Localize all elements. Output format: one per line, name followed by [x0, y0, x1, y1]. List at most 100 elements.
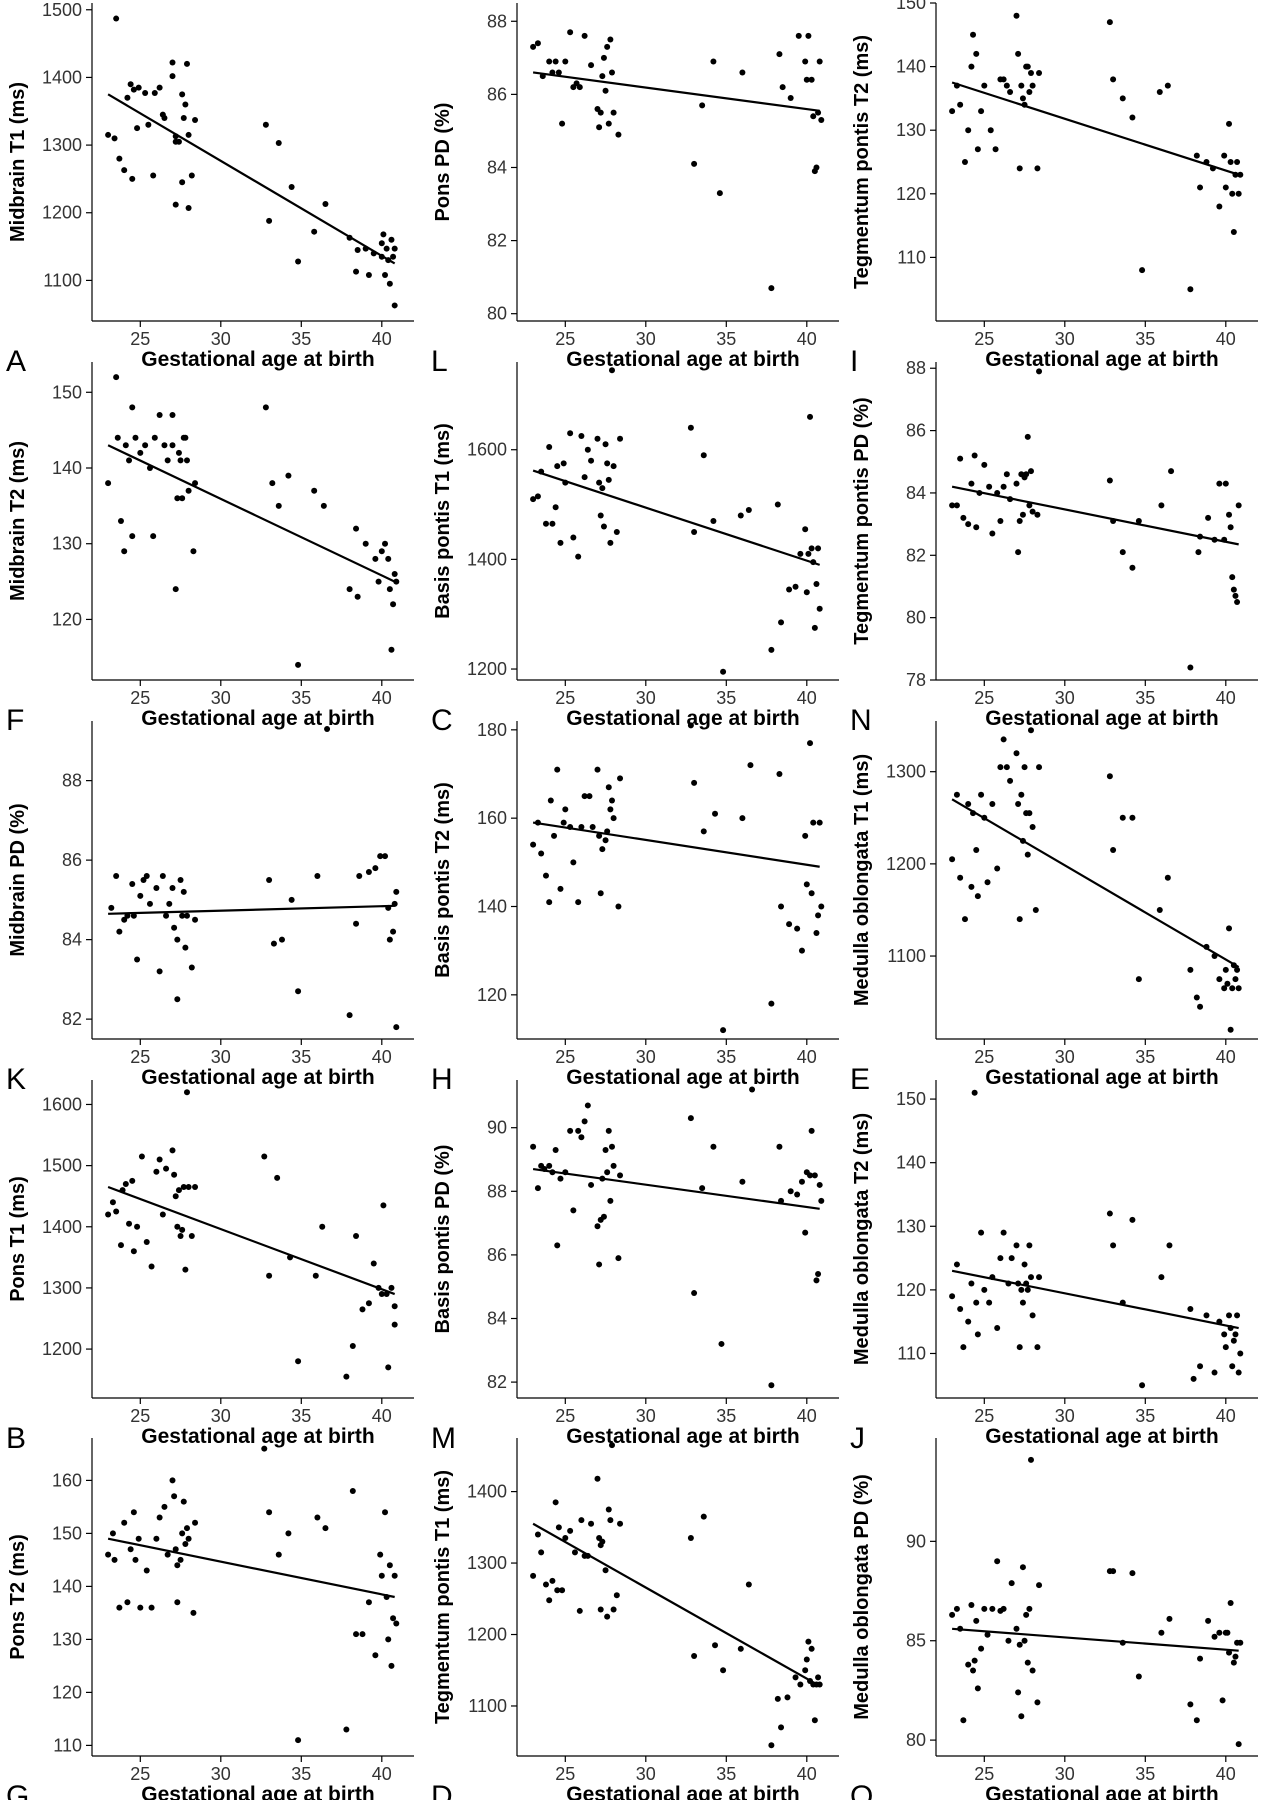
x-tick-label: 30	[636, 1406, 656, 1426]
data-point	[1036, 368, 1043, 375]
data-point	[720, 1667, 727, 1674]
data-point	[811, 1717, 818, 1724]
x-tick-label: 40	[372, 1406, 392, 1426]
data-point	[359, 1631, 366, 1638]
data-point	[805, 32, 812, 39]
data-point	[1003, 764, 1010, 771]
data-point	[970, 1667, 977, 1674]
data-point	[1187, 286, 1194, 293]
data-point	[1110, 76, 1117, 83]
data-point	[968, 1280, 975, 1287]
data-point	[555, 69, 562, 76]
data-point	[1000, 736, 1007, 743]
y-tick-label: 120	[477, 985, 507, 1005]
data-point	[132, 1556, 139, 1563]
data-point	[965, 521, 972, 528]
data-point	[1021, 1637, 1028, 1644]
data-point	[949, 1611, 956, 1618]
data-point	[185, 1535, 192, 1542]
data-point	[971, 452, 978, 459]
data-point	[794, 925, 801, 932]
x-axis-title: Gestational age at birth	[566, 1425, 799, 1448]
data-point	[1110, 847, 1117, 854]
x-tick-label: 35	[1135, 1047, 1155, 1067]
panel-letter: K	[6, 1063, 26, 1096]
data-point	[605, 1127, 612, 1134]
y-axis-title: Pons T2 (ms)	[7, 1534, 29, 1660]
data-point	[571, 1549, 578, 1556]
x-tick-label: 25	[130, 688, 150, 708]
data-point	[594, 766, 601, 773]
data-point	[1016, 916, 1023, 923]
panel-letter: L	[431, 345, 448, 378]
data-point	[802, 526, 809, 533]
regression-line	[951, 81, 1240, 176]
data-point	[393, 578, 400, 585]
data-point	[161, 442, 168, 449]
data-point	[608, 797, 615, 804]
data-point	[143, 1567, 150, 1574]
data-point	[803, 1656, 810, 1663]
data-point	[1029, 508, 1036, 515]
data-point	[138, 1153, 145, 1160]
data-point	[808, 76, 815, 83]
regression-line	[532, 469, 821, 566]
data-point	[949, 1293, 956, 1300]
data-point	[813, 930, 820, 936]
data-point	[961, 159, 968, 165]
data-point	[586, 793, 593, 800]
data-point	[776, 51, 783, 58]
x-axis-title: Gestational age at birth	[985, 1066, 1218, 1089]
regression-line	[951, 798, 1240, 969]
panel-o: 25 30 35 40 80 85 90 Medulla oblongata PD (%) Ge…	[850, 1438, 1258, 1800]
data-point	[262, 121, 269, 128]
x-tick-label: 35	[716, 1406, 736, 1426]
y-tick-label: 88	[62, 771, 82, 791]
y-tick-label: 140	[477, 897, 507, 917]
data-point	[984, 1631, 991, 1638]
y-tick-label: 130	[896, 120, 926, 140]
data-point	[1227, 524, 1234, 531]
data-point	[1106, 1210, 1113, 1217]
data-point	[324, 725, 331, 732]
data-point	[700, 1513, 707, 1520]
data-point	[386, 936, 393, 943]
data-point	[390, 1615, 397, 1622]
data-point	[175, 138, 182, 145]
data-point	[557, 1175, 564, 1182]
data-point	[718, 1340, 725, 1347]
data-point	[1222, 966, 1229, 973]
data-point	[971, 1657, 978, 1664]
data-point	[1211, 1633, 1218, 1640]
data-point	[122, 442, 129, 449]
data-point	[797, 1681, 804, 1688]
data-point	[275, 502, 282, 509]
panel-g: 25 30 35 40 110 120 130 140 150 160 Pons T2 (ms) Ge…	[6, 1438, 414, 1800]
data-point	[1106, 19, 1113, 26]
data-point	[600, 1213, 607, 1220]
data-point	[1195, 549, 1202, 556]
data-point	[386, 1562, 393, 1569]
y-axis-title: Pons T1 (ms)	[7, 1176, 29, 1302]
data-point	[1034, 1699, 1041, 1706]
data-point	[562, 58, 569, 65]
data-point	[581, 1118, 588, 1125]
data-point	[1023, 1611, 1030, 1618]
data-point	[949, 108, 956, 115]
regression-line	[951, 1269, 1239, 1330]
data-point	[169, 1147, 176, 1154]
data-point	[981, 1605, 988, 1612]
data-point	[391, 1321, 398, 1328]
data-point	[174, 1562, 181, 1569]
data-point	[382, 540, 389, 547]
y-tick-label: 180	[477, 720, 507, 740]
data-point	[584, 446, 591, 453]
data-point	[1023, 471, 1030, 478]
data-point	[388, 646, 395, 653]
data-point	[354, 593, 361, 600]
data-point	[153, 1168, 160, 1175]
data-point	[161, 115, 168, 122]
data-point	[810, 819, 817, 826]
data-point	[192, 916, 199, 923]
data-point	[965, 1318, 972, 1325]
